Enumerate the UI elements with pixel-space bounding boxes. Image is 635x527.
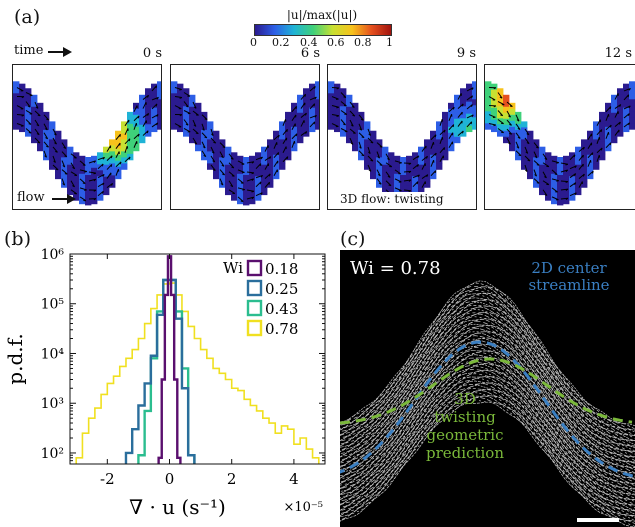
x-tick-label: 0 [165,470,175,488]
center-streamline-label-line1: 2D center [531,259,607,277]
velocity-field [328,81,476,206]
flow-arrow-icon [52,194,76,204]
velocity-field [171,81,319,206]
x-tick-label: 2 [227,470,237,488]
scale-bar [577,518,619,522]
y-tick-label: 10⁴ [41,346,65,362]
plot-frame [69,253,326,465]
streak-image-svg [340,280,635,527]
velocity-frame-1 [170,64,320,210]
velocity-field [485,81,635,206]
series-line-0.78 [75,282,320,464]
panel-a-label: (a) [14,6,41,28]
y-tick-label: 10⁶ [41,247,65,263]
series-line-0.18 [157,255,182,464]
legend-swatch [246,259,263,277]
y-tick-label: 10⁵ [41,297,65,313]
center-streamline-label-line2: streamline [528,276,610,294]
velocity-frame-2 [327,64,477,210]
legend: Wi 0.18 0.25 0.43 0.78 [223,259,298,338]
prediction-label-line4: prediction [426,444,504,462]
twisting-prediction-line [340,357,633,425]
twisting-prediction-label: 3D twisting geometric prediction [410,390,520,462]
x-scale-label: ×10⁻⁵ [283,500,323,515]
streak-image: Wi = 0.78 2D center streamline 3D twisti… [340,250,635,527]
legend-swatch [246,299,263,317]
prediction-label-line2: twisting [434,408,496,426]
legend-title: Wi [223,259,243,277]
legend-entry: 0.18 [265,260,298,278]
series-line-0.25 [124,278,196,464]
x-axis-label: ∇ · u (s⁻¹) [129,495,226,519]
velocity-arrows [488,87,631,201]
colorbar-tick: 1 [386,36,393,49]
legend-swatch [246,279,263,297]
prediction-label-line1: 3D [454,390,476,408]
colorbar-tick: 0.4 [300,36,318,49]
prediction-label-line3: geometric [426,426,504,444]
frame-caption: 3D flow: twisting [340,192,444,206]
colorbar-tick: 0.6 [327,36,345,49]
frame-time-3: 12 s [604,46,632,61]
time-label: time [14,43,44,58]
center-streamline-label: 2D center streamline [510,260,628,294]
frame-time-2: 9 s [456,46,476,61]
x-tick-label: -2 [100,470,115,488]
legend-entry: 0.43 [265,300,298,318]
series-line-0.43 [137,278,196,464]
x-tick-label: 4 [289,470,299,488]
velocity-arrows [16,85,159,202]
frame-time-1: 6 s [300,46,320,61]
colorbar-tick: 0.2 [272,36,290,49]
y-axis-label: p.d.f. [3,333,27,384]
velocity-field [13,81,161,206]
panel-c-label: (c) [340,228,366,250]
frame-time-0: 0 s [142,46,162,61]
wi-value-label: Wi = 0.78 [350,258,441,279]
velocity-arrows [174,85,317,203]
panel-b-label: (b) [4,228,31,250]
flow-label: flow [17,190,45,205]
velocity-frame-3 [484,64,635,210]
colorbar [254,24,392,36]
velocity-frame-0 [12,64,162,210]
y-tick-label: 10³ [41,396,64,412]
divergence-pdf-chart: -2 0 2 4 10² 10³ 10⁴ 10⁵ 10⁶ p.d.f. ∇ · u (s⁻¹) ×10… [3,247,326,519]
center-streamline [340,340,635,479]
legend-entry: 0.78 [265,320,298,338]
colorbar-title: |u|/max(|u|) [286,8,358,22]
legend-swatch [246,319,263,337]
time-arrow-icon [48,47,72,57]
velocity-arrows [331,87,474,202]
colorbar-tick: 0 [250,36,257,49]
colorbar-ticks: 0 0.2 0.4 0.6 0.8 1 [250,36,394,49]
legend-entry: 0.25 [265,280,298,298]
y-tick-label: 10² [41,446,64,462]
colorbar-tick: 0.8 [354,36,372,49]
